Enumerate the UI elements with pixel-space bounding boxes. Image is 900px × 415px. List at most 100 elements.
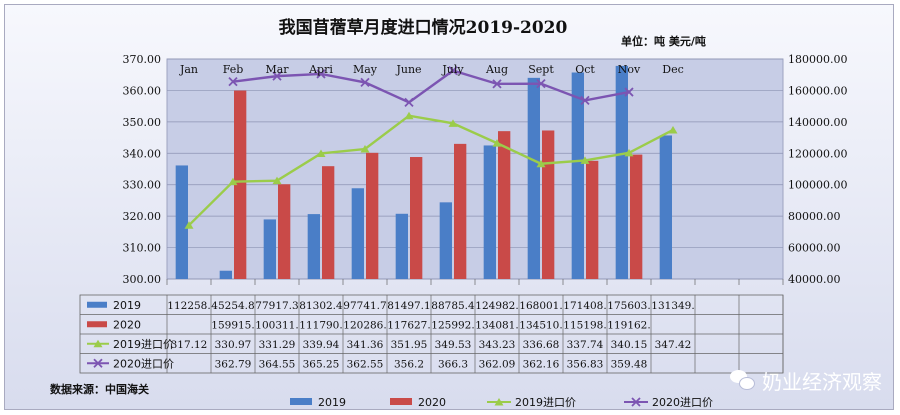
table-cell: 112258. bbox=[167, 300, 210, 312]
bar bbox=[307, 214, 320, 279]
table-cell: 171408. bbox=[563, 300, 606, 312]
left-tick-label: 330.00 bbox=[123, 179, 162, 192]
legend-label: 2020进口价 bbox=[652, 396, 713, 409]
point bbox=[184, 221, 194, 229]
bar bbox=[439, 202, 452, 279]
point bbox=[494, 398, 504, 406]
table-row-label: 2020进口价 bbox=[113, 357, 174, 370]
table-cell: 134081. bbox=[475, 319, 518, 331]
bar bbox=[498, 131, 511, 279]
table-row-label: 2019进口价 bbox=[113, 338, 174, 351]
left-tick-label: 340.00 bbox=[123, 147, 162, 160]
table-cell: 340.15 bbox=[611, 339, 648, 351]
right-tick-label: 80000.00 bbox=[788, 210, 841, 223]
table-cell: 349.53 bbox=[435, 339, 472, 351]
legend-key bbox=[290, 398, 312, 405]
table-cell: 341.36 bbox=[347, 339, 384, 351]
point bbox=[536, 79, 546, 89]
point bbox=[580, 95, 590, 106]
legend: 2019 2020 2019进口价 2020进口价 bbox=[290, 396, 713, 409]
bar bbox=[527, 77, 540, 280]
table-cell: 77917.3 bbox=[255, 300, 298, 312]
table-cell: 347.42 bbox=[655, 339, 692, 351]
table-cell: 81302.4 bbox=[299, 300, 343, 312]
right-tick-label: 140000.00 bbox=[788, 116, 848, 129]
plot-area bbox=[166, 58, 784, 280]
category-label: May bbox=[353, 63, 378, 76]
point bbox=[536, 159, 546, 168]
point bbox=[228, 77, 238, 87]
table-cell: 362.09 bbox=[479, 358, 516, 370]
bar bbox=[366, 152, 379, 279]
table-cell: 97741.7 bbox=[343, 300, 386, 312]
category-label: Sept bbox=[528, 63, 554, 76]
left-tick-label: 360.00 bbox=[123, 84, 162, 97]
category-label: Nov bbox=[618, 63, 641, 76]
category-label: Jan bbox=[179, 63, 198, 76]
bar bbox=[410, 157, 423, 279]
left-tick-label: 300.00 bbox=[123, 273, 162, 286]
table-cell: 119162. bbox=[607, 319, 650, 331]
left-tick-label: 320.00 bbox=[123, 210, 162, 223]
left-tick-label: 350.00 bbox=[123, 116, 162, 129]
right-tick-label: 160000.00 bbox=[788, 84, 848, 97]
table-cell: 124982. bbox=[475, 300, 518, 312]
unit-label: 单位：吨 美元/吨 bbox=[621, 34, 706, 48]
series-line bbox=[188, 114, 674, 227]
category-label: Mar bbox=[265, 63, 289, 76]
point bbox=[404, 111, 414, 120]
brand-watermark: 奶业经济观察 bbox=[730, 366, 882, 394]
bar bbox=[630, 154, 643, 279]
data-table: 2019 112258. 45254.8 77917.3 81302.4 97741.7 8… bbox=[79, 294, 784, 374]
table-cell: 336.68 bbox=[523, 339, 560, 351]
point bbox=[272, 176, 282, 185]
table-cell: 359.48 bbox=[611, 358, 648, 370]
table-cell: 159915. bbox=[211, 319, 254, 331]
category-label: Oct bbox=[575, 63, 595, 76]
table-cell: 100311. bbox=[255, 319, 298, 331]
table-cell: 88785.4 bbox=[431, 300, 475, 312]
table-cell: 111790. bbox=[299, 319, 342, 331]
bar bbox=[322, 166, 335, 279]
right-tick-label: 60000.00 bbox=[788, 242, 841, 255]
table-row-label: 2019 bbox=[113, 299, 141, 312]
table-cell: 364.55 bbox=[259, 358, 296, 370]
table-cell: 337.74 bbox=[567, 339, 604, 351]
table-legend-key bbox=[87, 321, 107, 328]
table-cell: 331.29 bbox=[259, 339, 296, 351]
table-cell: 168001. bbox=[519, 300, 562, 312]
right-tick-label: 180000.00 bbox=[788, 53, 848, 66]
wechat-icon bbox=[730, 370, 755, 390]
bar bbox=[395, 213, 408, 279]
point bbox=[448, 65, 458, 76]
table-cell: 175603. bbox=[607, 300, 650, 312]
brand-text: 奶业经济观察 bbox=[762, 369, 882, 394]
bar bbox=[234, 90, 247, 280]
point bbox=[624, 87, 634, 97]
left-tick-label: 310.00 bbox=[123, 242, 162, 255]
table-cell: 134510. bbox=[519, 319, 562, 331]
category-label: June bbox=[395, 63, 421, 76]
point bbox=[316, 69, 326, 79]
table-cell: 131349. bbox=[651, 300, 694, 312]
bar bbox=[351, 188, 364, 279]
bar bbox=[454, 143, 467, 279]
point bbox=[93, 358, 103, 368]
legend-key bbox=[390, 398, 412, 405]
category-label: July bbox=[441, 63, 464, 76]
table-cell: 120286. bbox=[343, 319, 386, 331]
series-line bbox=[232, 69, 630, 104]
point bbox=[492, 139, 502, 147]
point bbox=[404, 97, 414, 108]
table-cell: 365.25 bbox=[303, 358, 340, 370]
bar bbox=[615, 65, 628, 279]
right-tick-label: 100000.00 bbox=[788, 179, 848, 192]
table-cell: 45254.8 bbox=[211, 300, 254, 312]
point bbox=[668, 125, 678, 134]
bar bbox=[542, 130, 555, 279]
point bbox=[624, 148, 634, 157]
point bbox=[228, 177, 238, 186]
point bbox=[448, 119, 458, 127]
legend-label: 2019进口价 bbox=[515, 396, 576, 409]
